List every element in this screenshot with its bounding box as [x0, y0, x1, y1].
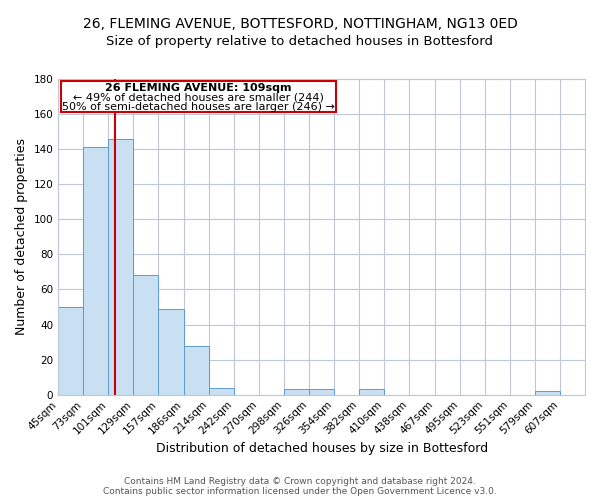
Text: 26 FLEMING AVENUE: 109sqm: 26 FLEMING AVENUE: 109sqm [105, 82, 292, 92]
Text: Contains public sector information licensed under the Open Government Licence v3: Contains public sector information licen… [103, 486, 497, 496]
Bar [109, 138, 133, 394]
Y-axis label: Number of detached properties: Number of detached properties [15, 138, 28, 336]
Bar [535, 391, 560, 394]
Bar [209, 388, 234, 394]
FancyBboxPatch shape [61, 81, 336, 112]
Text: ← 49% of detached houses are smaller (244): ← 49% of detached houses are smaller (24… [73, 92, 324, 102]
X-axis label: Distribution of detached houses by size in Bottesford: Distribution of detached houses by size … [155, 442, 488, 455]
Bar [284, 390, 309, 394]
Bar [83, 148, 108, 394]
Bar [359, 390, 384, 394]
Text: 26, FLEMING AVENUE, BOTTESFORD, NOTTINGHAM, NG13 0ED: 26, FLEMING AVENUE, BOTTESFORD, NOTTINGH… [83, 18, 517, 32]
Bar [184, 346, 209, 395]
Text: 50% of semi-detached houses are larger (246) →: 50% of semi-detached houses are larger (… [62, 102, 335, 112]
Text: Contains HM Land Registry data © Crown copyright and database right 2024.: Contains HM Land Registry data © Crown c… [124, 476, 476, 486]
Text: Size of property relative to detached houses in Bottesford: Size of property relative to detached ho… [107, 35, 493, 48]
Bar [58, 307, 83, 394]
Bar [133, 276, 158, 394]
Bar [310, 390, 334, 394]
Bar [158, 309, 184, 394]
